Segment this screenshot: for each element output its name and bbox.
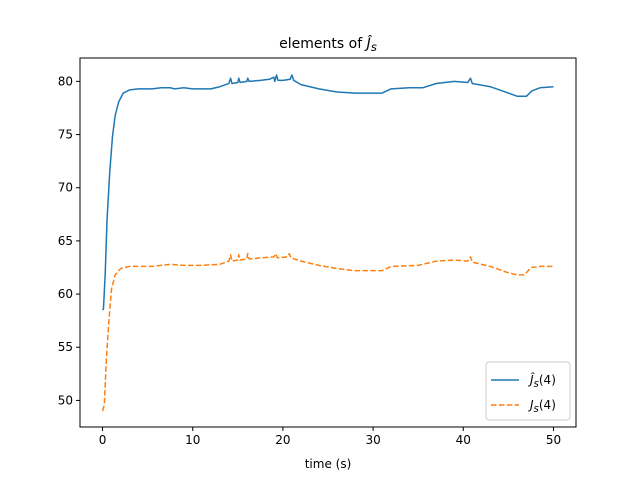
series-layer: [101, 74, 554, 412]
y-tick-label: 50: [58, 393, 73, 407]
y-tick-label: 55: [58, 340, 73, 354]
x-axis: 0 10 20 30 40 50: [99, 427, 561, 447]
x-tick-label: 30: [365, 433, 380, 447]
series-line-1: [101, 74, 554, 311]
legend-label-2: Js(4): [528, 398, 556, 415]
x-tick-label: 20: [275, 433, 290, 447]
series-line-2: [101, 252, 554, 412]
legend: Ĵs(4) Js(4): [485, 361, 571, 421]
y-tick-label: 75: [58, 128, 73, 142]
axes-frame: [79, 57, 577, 428]
y-tick-label: 70: [58, 181, 73, 195]
y-tick-label: 60: [58, 287, 73, 301]
x-axis-title: time (s): [305, 457, 352, 471]
chart-title: elements of Ĵs: [279, 35, 377, 54]
x-tick-label: 40: [456, 433, 471, 447]
y-axis: 50 55 60 65 70 75 80: [58, 74, 80, 407]
x-tick-label: 50: [546, 433, 561, 447]
legend-box: [485, 361, 571, 421]
y-tick-label: 65: [58, 234, 73, 248]
x-tick-label: 0: [99, 433, 107, 447]
legend-label-1: Ĵs(4): [528, 373, 556, 390]
plot-area: 0 10 20 30 40 50 50 55 60 65 70 75 80: [58, 57, 577, 447]
x-tick-label: 10: [185, 433, 200, 447]
y-tick-label: 80: [58, 74, 73, 88]
